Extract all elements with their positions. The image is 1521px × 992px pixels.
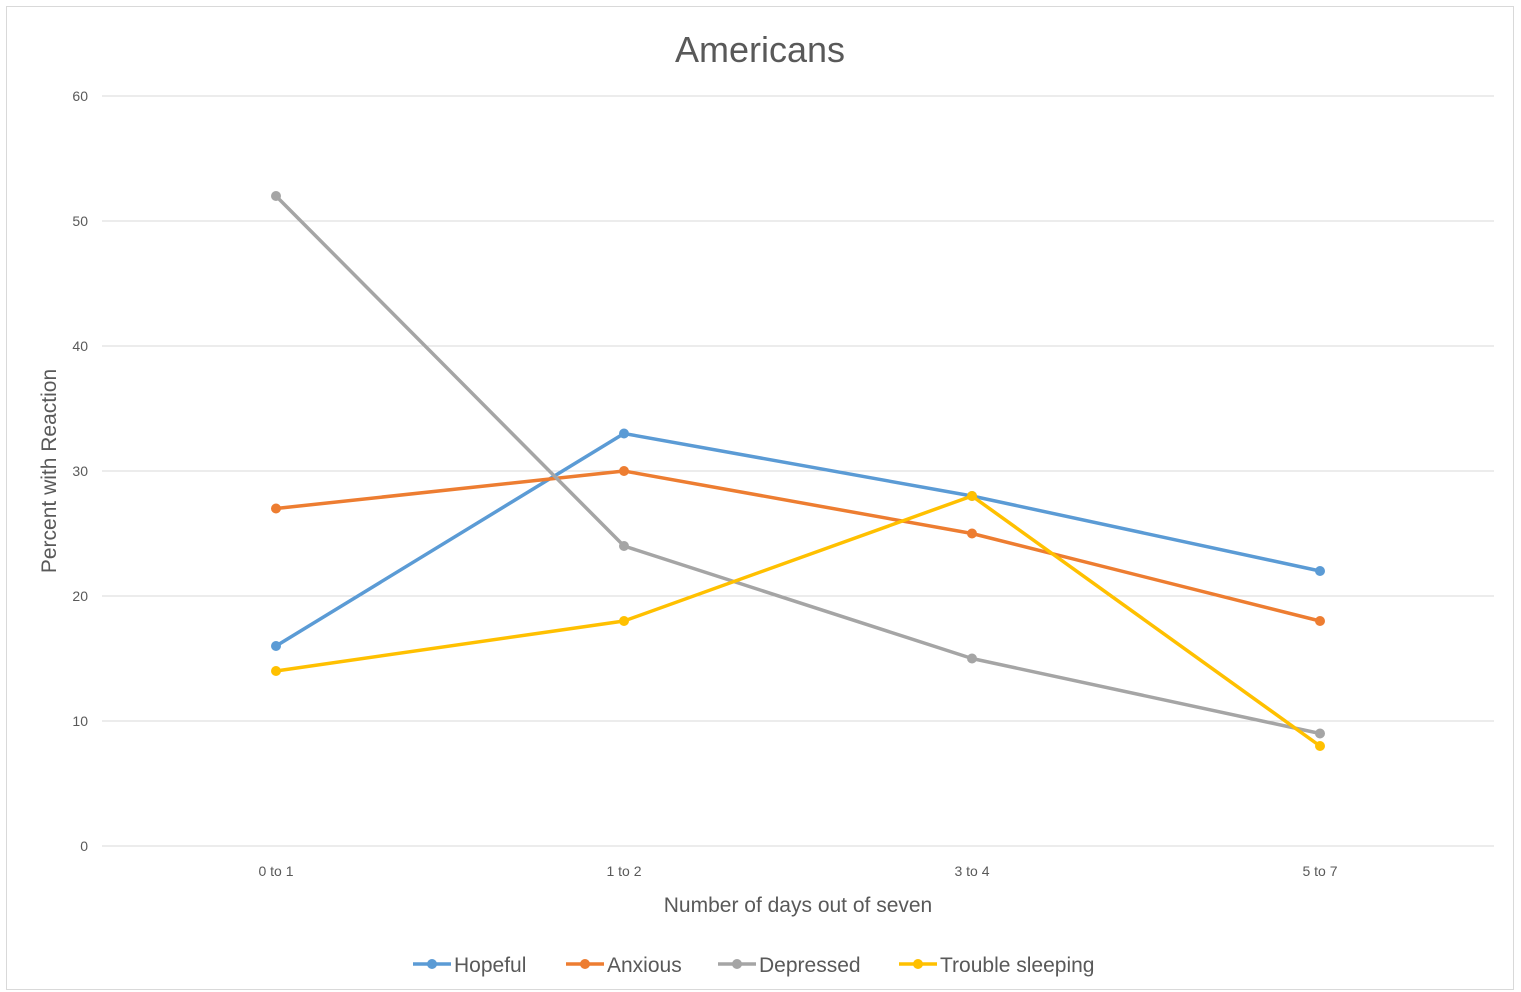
data-point-anxious-2 (619, 466, 629, 476)
series-anxious (271, 466, 1325, 626)
data-point-trouble-sleeping-4 (1315, 741, 1325, 751)
legend-swatch-marker-trouble-sleeping (913, 959, 923, 969)
y-tick-label-30: 30 (72, 463, 88, 479)
x-tick-label-1: 0 to 1 (258, 863, 293, 879)
y-axis-title: Percent with Reaction (38, 369, 61, 573)
series-line-anxious (274, 469, 1322, 623)
series-trouble-sleeping (271, 491, 1325, 751)
x-tick-label-2: 1 to 2 (606, 863, 641, 879)
y-tick-label-0: 0 (80, 838, 88, 854)
legend-label-hopeful: Hopeful (454, 954, 526, 977)
x-tick-label-3: 3 to 4 (954, 863, 989, 879)
y-tick-label-40: 40 (72, 338, 88, 354)
data-point-trouble-sleeping-2 (619, 616, 629, 626)
series-hopeful (271, 428, 1325, 651)
gridlines (102, 95, 1494, 847)
data-point-anxious-3 (967, 528, 977, 539)
y-tick-label-20: 20 (72, 588, 88, 604)
legend-label-depressed: Depressed (759, 954, 861, 977)
data-point-depressed-4 (1315, 728, 1325, 739)
legend-item-depressed: Depressed (718, 954, 861, 977)
y-axis-tick-labels: 0 10 20 30 40 50 60 (72, 88, 88, 854)
series-line-depressed (274, 194, 1322, 736)
x-axis-tick-labels: 0 to 1 1 to 2 3 to 4 5 to 7 (258, 863, 1337, 879)
legend: Hopeful Anxious Depressed Trouble sleeping (413, 954, 1095, 977)
legend-item-trouble-sleeping: Trouble sleeping (899, 954, 1095, 977)
y-tick-label-50: 50 (72, 213, 88, 229)
y-tick-label-10: 10 (72, 713, 88, 729)
series-line-hopeful (274, 431, 1322, 648)
legend-swatch-marker-anxious (580, 959, 590, 969)
data-point-anxious-4 (1315, 616, 1325, 626)
data-point-hopeful-2 (619, 428, 629, 439)
legend-label-anxious: Anxious (607, 954, 682, 977)
data-point-depressed-1 (271, 191, 281, 201)
x-tick-label-4: 5 to 7 (1302, 863, 1337, 879)
chart-frame (6, 6, 1514, 990)
legend-swatch-marker-depressed (732, 959, 742, 969)
data-point-hopeful-4 (1315, 566, 1325, 576)
x-axis-title: Number of days out of seven (664, 894, 932, 917)
legend-label-trouble-sleeping: Trouble sleeping (940, 954, 1095, 977)
data-point-depressed-2 (619, 541, 629, 551)
y-tick-label-60: 60 (72, 88, 88, 104)
legend-item-hopeful: Hopeful (413, 954, 526, 977)
chart-title: Americans (675, 29, 845, 70)
series-depressed (271, 191, 1325, 739)
legend-item-anxious: Anxious (566, 954, 682, 977)
series-lines (271, 191, 1325, 751)
data-point-anxious-1 (271, 503, 281, 514)
series-line-trouble-sleeping (274, 494, 1322, 748)
data-point-hopeful-1 (271, 641, 281, 651)
data-point-depressed-3 (967, 653, 977, 664)
data-point-trouble-sleeping-3 (967, 491, 977, 501)
legend-swatch-marker-hopeful (427, 959, 437, 969)
data-point-trouble-sleeping-1 (271, 666, 281, 676)
